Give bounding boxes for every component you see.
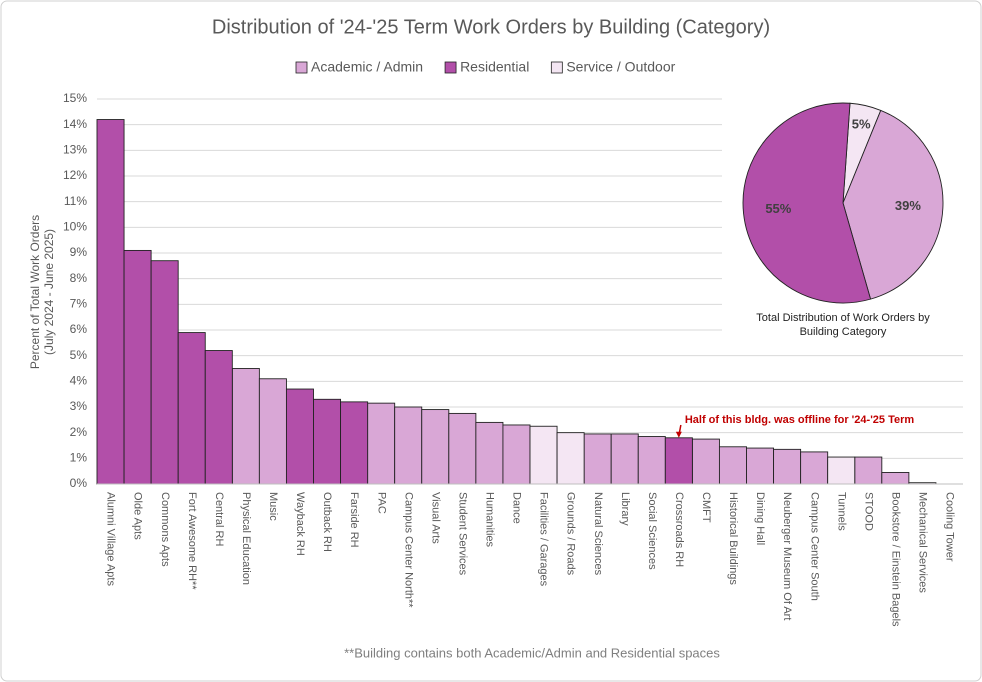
x-tick-label: Bookstore / Einstein Bagels bbox=[889, 492, 901, 627]
annotation-arrowhead bbox=[675, 431, 682, 438]
legend-swatch bbox=[295, 61, 308, 74]
x-tick-label: Facilities / Garages bbox=[538, 492, 550, 587]
bar bbox=[258, 378, 287, 485]
y-tick-label: 12% bbox=[63, 168, 87, 182]
pie-slice bbox=[742, 102, 872, 304]
bar bbox=[475, 421, 504, 485]
bar bbox=[800, 451, 829, 485]
x-tick-label: STOOD bbox=[862, 492, 874, 531]
x-tick-label: Physical Education bbox=[240, 492, 252, 585]
bar bbox=[881, 472, 910, 485]
x-tick-label: Neuberger Museum Of Art bbox=[781, 492, 793, 620]
y-tick-label: 2% bbox=[70, 425, 88, 439]
pie-label: 39% bbox=[895, 198, 921, 213]
bar bbox=[529, 425, 558, 485]
y-tick-label: 1% bbox=[70, 451, 88, 465]
bar bbox=[556, 432, 585, 485]
y-tick-label: 5% bbox=[70, 348, 88, 362]
bar bbox=[394, 406, 423, 485]
chart-title: Distribution of '24-'25 Term Work Orders… bbox=[212, 16, 770, 38]
legend-swatch bbox=[550, 61, 563, 74]
x-tick-label: Cooling Tower bbox=[944, 492, 956, 562]
x-tick-label: Visual Arts bbox=[429, 492, 441, 544]
y-tick-label: 11% bbox=[64, 194, 87, 208]
x-tick-label: Farside RH bbox=[348, 492, 360, 548]
x-tick-label: Student Services bbox=[456, 492, 468, 576]
legend-label: Academic / Admin bbox=[311, 59, 423, 75]
y-tick-label: 8% bbox=[70, 271, 88, 285]
bar bbox=[421, 409, 450, 485]
x-tick-label: Grounds / Roads bbox=[565, 492, 577, 576]
y-axis-title-line: (July 2024 - June 2025) bbox=[42, 229, 56, 355]
x-tick-label: Wayback RH bbox=[294, 492, 306, 556]
y-tick-label: 9% bbox=[70, 245, 88, 259]
x-tick-label: Tunnels bbox=[835, 492, 847, 531]
legend-label: Residential bbox=[460, 59, 529, 75]
x-tick-label: Historical Buildings bbox=[727, 492, 739, 585]
x-tick-label: Humanities bbox=[484, 492, 496, 548]
x-tick-label: Fort Awesome RH** bbox=[186, 492, 198, 590]
pie-slice bbox=[842, 109, 944, 300]
pie-title: Total Distribution of Work Orders by Bui… bbox=[756, 312, 930, 338]
bar bbox=[177, 332, 206, 485]
x-tick-label: PAC bbox=[375, 492, 387, 514]
x-tick-label: Crossroads RH bbox=[673, 492, 685, 567]
annotation: Half of this bldg. was offline for '24-'… bbox=[685, 414, 915, 426]
bar bbox=[691, 438, 720, 485]
bar bbox=[285, 388, 314, 485]
bar bbox=[664, 437, 693, 485]
bar bbox=[96, 119, 125, 485]
x-tick-label: Alumni Village Apts bbox=[105, 492, 117, 586]
x-tick-label: Dance bbox=[511, 492, 523, 524]
bar bbox=[718, 446, 747, 485]
bar bbox=[637, 436, 666, 485]
x-tick-label: Music bbox=[267, 492, 279, 521]
bar bbox=[746, 447, 775, 485]
x-tick-label: Campus Center South bbox=[808, 492, 820, 601]
pie-label: 5% bbox=[852, 117, 871, 132]
bar bbox=[502, 424, 531, 485]
bar bbox=[231, 368, 260, 485]
bar bbox=[123, 249, 152, 485]
y-tick-label: 0% bbox=[70, 476, 88, 490]
bar bbox=[827, 456, 856, 485]
y-tick-label: 15% bbox=[63, 91, 87, 105]
x-tick-label: CMFT bbox=[700, 492, 712, 523]
y-tick-label: 13% bbox=[63, 143, 87, 157]
y-tick-label: 6% bbox=[70, 322, 88, 336]
bar bbox=[204, 350, 233, 485]
x-tick-label: Central RH bbox=[213, 492, 225, 546]
x-tick-label: Olde Apts bbox=[132, 492, 144, 540]
x-tick-label: Campus Center North** bbox=[402, 492, 414, 608]
y-tick-label: 10% bbox=[63, 220, 87, 234]
bar bbox=[773, 448, 802, 485]
x-tick-label: Outback RH bbox=[321, 492, 333, 552]
y-tick-label: 7% bbox=[70, 297, 88, 311]
bar bbox=[583, 433, 612, 485]
y-tick-label: 4% bbox=[70, 374, 88, 388]
bar bbox=[367, 402, 396, 485]
y-tick-label: 14% bbox=[63, 117, 87, 131]
pie-label: 55% bbox=[765, 201, 791, 216]
footnote: **Building contains both Academic/Admin … bbox=[344, 645, 720, 660]
legend-label: Service / Outdoor bbox=[566, 59, 675, 75]
x-tick-label: Dining Hall bbox=[754, 492, 766, 545]
x-tick-label: Social Sciences bbox=[646, 492, 658, 570]
legend-swatch bbox=[444, 61, 457, 74]
bar bbox=[313, 398, 342, 485]
y-tick-label: 3% bbox=[70, 399, 88, 413]
bar bbox=[340, 401, 369, 485]
bar bbox=[448, 412, 477, 485]
x-tick-label: Mechanical Services bbox=[917, 492, 929, 593]
x-tick-label: Library bbox=[619, 492, 631, 526]
y-axis-title-line: Percent of Total Work Orders bbox=[28, 215, 42, 369]
x-tick-label: Commons Apts bbox=[159, 492, 171, 567]
bar bbox=[150, 260, 179, 485]
y-axis-title: Percent of Total Work Orders (July 2024 … bbox=[28, 215, 56, 369]
bar bbox=[854, 456, 883, 485]
bar bbox=[610, 433, 639, 485]
x-tick-label: Natural Sciences bbox=[592, 492, 604, 576]
